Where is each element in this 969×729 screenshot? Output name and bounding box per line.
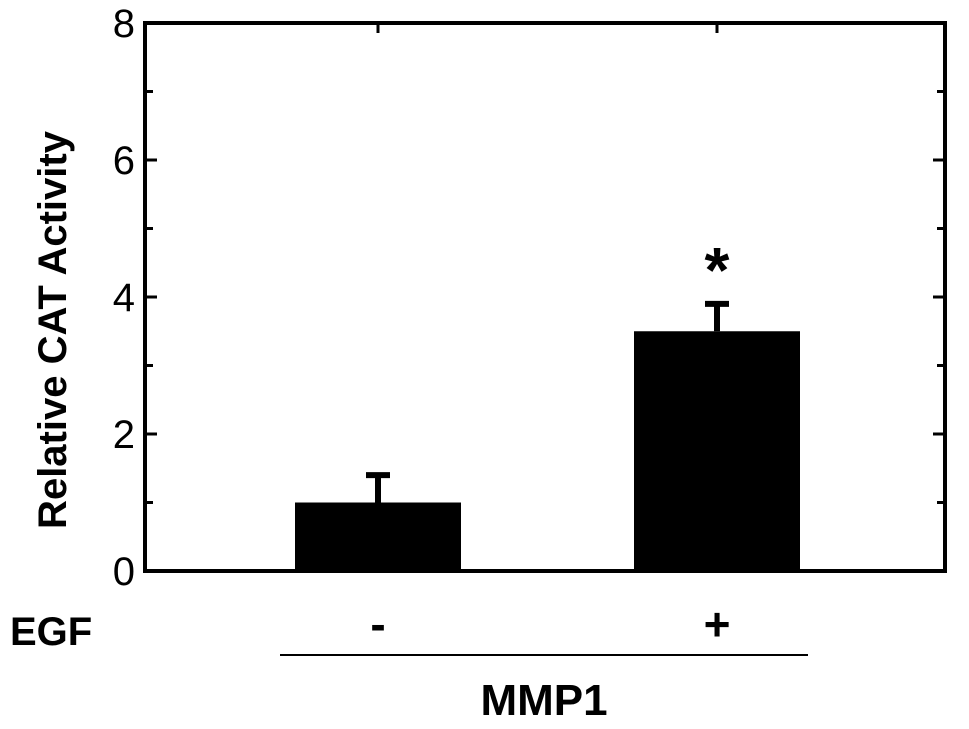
plot-frame [143, 21, 947, 573]
y-tick-label-2: 2 [113, 413, 135, 457]
mmp1-group-label: MMP1 [480, 676, 607, 724]
category-label-1: - [370, 598, 385, 650]
y-tick-label-8: 8 [113, 2, 135, 46]
y-tick-label-6: 6 [113, 139, 135, 183]
y-axis-label: Relative CAT Activity [31, 130, 75, 529]
category-label-2: + [704, 598, 731, 650]
labels-layer: - + * 0 2 4 6 8 [113, 2, 731, 650]
y-tick-label-0: 0 [113, 550, 135, 594]
bar-1 [295, 502, 461, 571]
ticks-layer [145, 21, 945, 573]
y-tick-label-4: 4 [113, 276, 135, 320]
significance-marker-1: * [705, 234, 730, 306]
bar-2 [634, 331, 800, 571]
bars-layer [295, 300, 800, 571]
egf-row-label: EGF [10, 610, 92, 654]
